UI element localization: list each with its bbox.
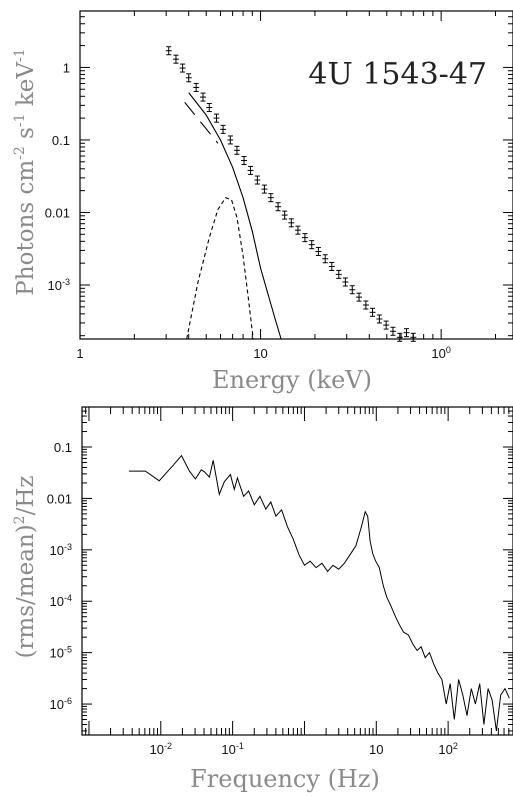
energy-x-axis-title: Energy (keV) — [212, 366, 372, 394]
spectrum-data-point — [294, 225, 301, 235]
spectrum-data-point — [206, 103, 213, 113]
spectrum-data-point — [308, 240, 315, 250]
power-law-model-curve — [184, 101, 219, 144]
spectrum-data-point — [220, 124, 227, 134]
frequency-x-axis-title: Frequency (Hz) — [190, 765, 380, 793]
power-y-tick-label: 10-6 — [50, 696, 72, 712]
spectrum-data-point — [362, 300, 369, 310]
spectrum-data-point — [403, 328, 410, 338]
spectrum-data-point — [241, 156, 248, 166]
spectrum-data-point — [275, 202, 282, 212]
spectrum-data-point — [410, 332, 417, 342]
spectrum-data-point — [322, 254, 329, 264]
spectrum-data-point — [200, 92, 207, 102]
power-y-tick-label: 10-3 — [50, 542, 72, 558]
spectrum-data-point — [172, 54, 179, 64]
energy-y-tick-label: 1 — [63, 60, 70, 75]
spectrum-data-point — [301, 233, 308, 243]
power-y-tick-labels: 0.1 0.01 10-3 10-4 10-5 10-6 — [47, 440, 72, 712]
spectrum-data-point — [315, 246, 322, 256]
spectrum-data-point — [396, 332, 403, 342]
spectrum-data-point — [247, 165, 254, 175]
spectrum-data-point — [369, 307, 376, 317]
energy-spectrum-panel: 1 0.1 0.01 10-3 1 10 100 4U 1543-47 Energy (k… — [12, 10, 513, 394]
power-plot-frame — [81, 406, 513, 736]
power-y-tick-label: 10-5 — [50, 645, 72, 661]
spectrum-data-point — [185, 73, 192, 83]
spectrum-data-point — [227, 135, 234, 145]
spectrum-data-point — [267, 193, 274, 203]
energy-x-tick-label: 100 — [431, 345, 450, 361]
power-y-tick-label: 0.01 — [47, 491, 72, 506]
energy-x-tick-label: 1 — [76, 346, 83, 361]
frequency-x-tick-label: 10-1 — [221, 741, 243, 757]
energy-axis-ticks — [79, 10, 513, 339]
spectrum-data-point — [349, 285, 356, 295]
energy-y-tick-label: 10-3 — [48, 277, 70, 293]
energy-y-tick-label: 0.01 — [45, 205, 70, 220]
spectrum-data-point — [281, 210, 288, 220]
spectrum-data-point — [383, 320, 390, 330]
energy-series — [165, 46, 417, 342]
frequency-axis-ticks — [81, 406, 513, 735]
spectrum-data-point — [193, 82, 200, 92]
spectrum-data-point — [335, 269, 342, 279]
frequency-x-tick-labels: 10-2 10-1 10 102 — [150, 741, 458, 757]
energy-plot-frame — [79, 10, 513, 340]
power-y-tick-label: 0.1 — [54, 440, 72, 455]
gaussian-line-model-curve — [186, 197, 254, 340]
spectrum-data-point — [389, 326, 396, 336]
spectrum-data-point — [233, 145, 240, 155]
spectrum-data-point — [342, 277, 349, 287]
energy-y-tick-labels: 1 0.1 0.01 10-3 — [45, 60, 70, 293]
power-y-tick-label: 10-4 — [50, 593, 72, 609]
energy-x-tick-label: 10 — [253, 346, 267, 361]
disk-model-curve — [188, 92, 282, 340]
frequency-x-tick-label: 10 — [369, 742, 383, 757]
spectrum-data-point — [328, 261, 335, 271]
spectrum-data-point — [288, 218, 295, 228]
energy-x-tick-labels: 1 10 100 — [76, 345, 451, 361]
spectrum-data-point — [261, 184, 268, 194]
spectrum-title: 4U 1543-47 — [308, 57, 487, 92]
spectrum-data-point — [376, 314, 383, 324]
frequency-x-tick-label: 102 — [438, 741, 457, 757]
spectrum-data-point — [356, 292, 363, 302]
power-series — [128, 454, 510, 731]
frequency-x-tick-label: 10-2 — [150, 741, 172, 757]
spectrum-data-point — [179, 63, 186, 73]
power-y-axis-title: (rms/mean)2/Hz — [12, 475, 39, 658]
photon-flux-y-axis-title: Photons cm-2 s-1 keV-1 — [12, 48, 39, 295]
spectrum-data-point — [254, 175, 261, 185]
energy-y-tick-label: 0.1 — [52, 133, 70, 148]
power-density-curve — [128, 454, 510, 731]
spectrum-data-point — [213, 113, 220, 123]
power-spectrum-panel: 0.1 0.01 10-3 10-4 10-5 10-6 10-2 10-1 10 102 Fr… — [12, 406, 513, 793]
spectrum-data-point — [165, 46, 172, 56]
